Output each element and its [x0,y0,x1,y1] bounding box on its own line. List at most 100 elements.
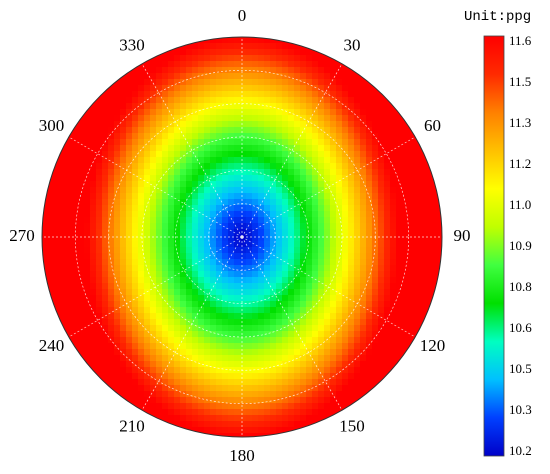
heatmap-cell [162,193,169,200]
heatmap-cell [360,253,367,260]
heatmap-cell [396,259,403,266]
heatmap-cell [210,85,217,92]
heatmap-cell [312,271,319,278]
heatmap-cell [120,355,127,362]
heatmap-cell [102,169,109,176]
heatmap-cell [222,259,229,266]
heatmap-cell [354,313,361,320]
heatmap-cell [114,115,121,122]
heatmap-cell [264,391,271,398]
heatmap-cell [84,163,91,170]
heatmap-cell [312,391,319,398]
heatmap-cell [264,67,271,74]
heatmap-cell [246,55,253,62]
heatmap-cell [234,259,241,266]
heatmap-cell [288,247,295,254]
heatmap-cell [198,433,205,437]
heatmap-cell [174,127,181,134]
heatmap-cell [66,199,73,206]
heatmap-cell [84,145,91,152]
heatmap-cell [72,331,79,338]
heatmap-cell [300,337,307,344]
heatmap-cell [180,331,187,338]
heatmap-cell [348,157,355,164]
heatmap-cell [180,109,187,116]
heatmap-cell [60,241,67,248]
heatmap-cell [324,373,331,380]
heatmap-cell [240,235,247,242]
heatmap-cell [228,85,235,92]
heatmap-cell [348,331,355,338]
heatmap-cell [192,61,199,68]
heatmap-cell [60,229,67,236]
heatmap-cell [354,91,361,98]
heatmap-cell [198,193,205,200]
heatmap-cell [162,373,169,380]
heatmap-cell [330,73,337,80]
heatmap-cell [288,325,295,332]
heatmap-cell [282,121,289,128]
heatmap-cell [312,325,319,332]
heatmap-cell [222,181,229,188]
heatmap-cell [288,337,295,344]
heatmap-cell [192,127,199,134]
heatmap-cell [384,103,391,110]
heatmap-cell [252,37,259,44]
heatmap-cell [372,289,379,296]
heatmap-cell [282,109,289,116]
heatmap-cell [132,217,139,224]
heatmap-cell [138,259,145,266]
heatmap-cell [96,325,103,332]
heatmap-cell [108,379,115,386]
heatmap-cell [324,247,331,254]
heatmap-cell [252,133,259,140]
heatmap-cell [252,97,259,104]
heatmap-cell [300,199,307,206]
heatmap-cell [72,211,79,218]
heatmap-cell [258,265,265,272]
heatmap-cell [342,67,349,74]
heatmap-cell [84,337,91,344]
heatmap-cell [252,181,259,188]
heatmap-cell [384,265,391,272]
heatmap-cell [342,55,349,62]
heatmap-cell [234,139,241,146]
heatmap-cell [138,103,145,110]
heatmap-cell [246,265,253,272]
heatmap-cell [390,271,397,278]
heatmap-cell [216,325,223,332]
heatmap-cell [150,169,157,176]
heatmap-cell [378,115,385,122]
heatmap-cell [426,199,433,206]
heatmap-cell [300,97,307,104]
heatmap-cell [402,223,409,230]
heatmap-cell [54,247,61,254]
heatmap-cell [204,109,211,116]
heatmap-cell [318,127,325,134]
heatmap-cell [282,307,289,314]
heatmap-cell [276,385,283,392]
heatmap-cell [396,277,403,284]
heatmap-cell [342,127,349,134]
heatmap-cell [84,181,91,188]
heatmap-cell [186,91,193,98]
heatmap-cell [408,163,415,170]
heatmap-cell [126,235,133,242]
heatmap-cell [246,235,253,242]
heatmap-cell [198,379,205,386]
heatmap-cell [132,115,139,122]
heatmap-cell [372,349,379,356]
heatmap-cell [276,355,283,362]
heatmap-cell [162,319,169,326]
heatmap-cell [324,343,331,350]
heatmap-cell [438,181,442,188]
heatmap-cell [216,415,223,422]
heatmap-cell [198,307,205,314]
heatmap-cell [420,187,427,194]
heatmap-cell [366,145,373,152]
heatmap-cell [168,211,175,218]
heatmap-cell [210,73,217,80]
heatmap-cell [282,325,289,332]
heatmap-cell [216,91,223,98]
heatmap-cell [294,85,301,92]
